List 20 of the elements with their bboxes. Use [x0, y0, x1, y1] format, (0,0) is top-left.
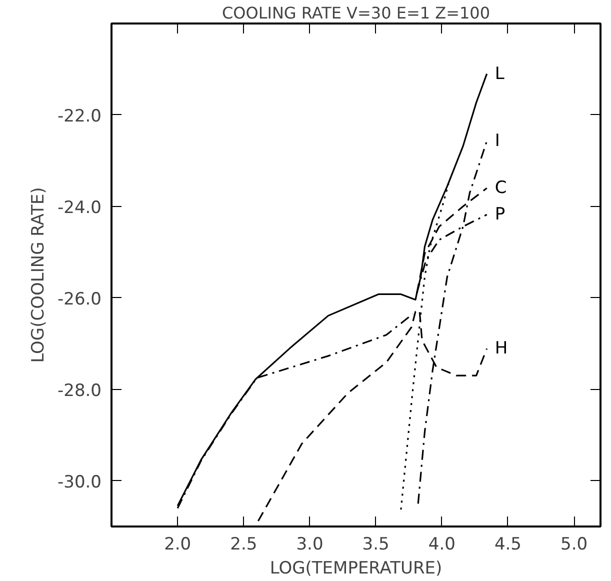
series-label: H — [494, 338, 508, 359]
x-axis-title: LOG(TEMPERATURE) — [270, 558, 442, 578]
x-tick-label: 4.5 — [494, 534, 522, 554]
y-tick-label: -28.0 — [58, 380, 102, 401]
y-tick-label: -24.0 — [58, 198, 102, 218]
x-tick-label: 4.0 — [428, 534, 456, 554]
x-tick-label: 5.0 — [560, 534, 588, 554]
series-label: C — [494, 178, 507, 198]
y-tick-label: -30.0 — [58, 472, 102, 492]
x-tick-label: 2.5 — [230, 534, 258, 554]
x-tick-label: 2.0 — [164, 534, 192, 554]
y-tick-label: -22.0 — [58, 106, 102, 126]
series-label: L — [494, 64, 505, 84]
y-tick-label: -26.0 — [58, 289, 102, 310]
x-tick-label: 3.0 — [296, 534, 324, 554]
series-label: I — [494, 131, 500, 152]
x-tick-label: 3.5 — [362, 534, 390, 554]
series-label: P — [494, 204, 506, 225]
y-axis-title: LOG(COOLING RATE) — [28, 187, 49, 363]
chart-title: COOLING RATE V=30 E=1 Z=100 — [222, 4, 490, 22]
